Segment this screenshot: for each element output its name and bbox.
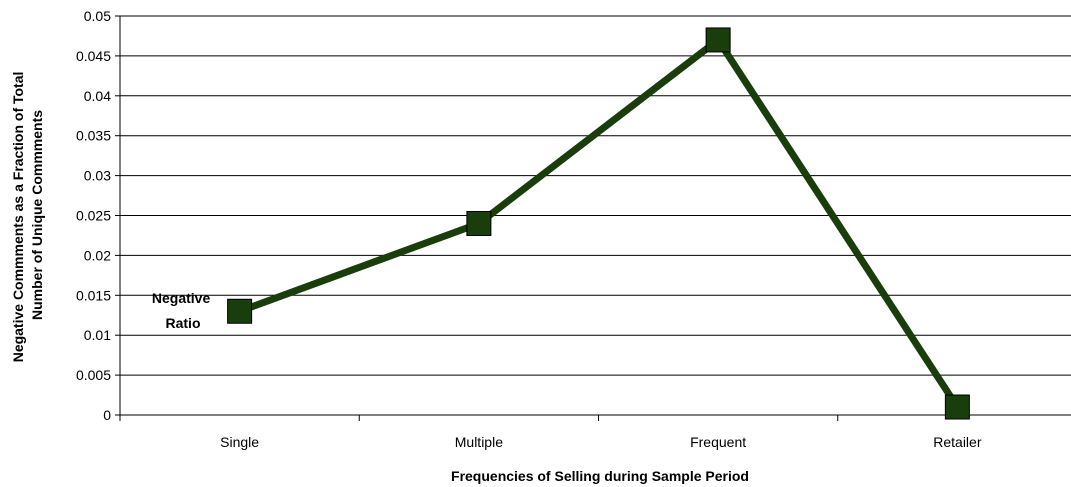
x-tick-label: Retailer [933, 434, 982, 450]
y-tick-label: 0.01 [84, 327, 111, 343]
x-axis-title: Frequencies of Selling during Sample Per… [451, 468, 749, 484]
y-tick-label: 0.05 [84, 8, 111, 24]
series-annotation-line-2: Ratio [166, 315, 201, 331]
series-annotation-line-1: Negative [152, 290, 211, 306]
x-tick-label: Multiple [455, 434, 503, 450]
x-tick-labels: Single Multiple Frequent Retailer [220, 434, 982, 450]
series-annotation: Negative Ratio [152, 290, 214, 331]
y-tick-label: 0.045 [76, 48, 111, 64]
x-tick-label: Frequent [690, 434, 746, 450]
gridlines [120, 15, 1071, 376]
series-line [238, 34, 961, 409]
y-tick-label: 0.005 [76, 367, 111, 383]
data-point-marker [466, 210, 492, 236]
y-tick-label: 0.035 [76, 128, 111, 144]
y-tick-label: 0.04 [84, 88, 111, 104]
y-axis-title: Negative Commments as a Fraction of Tota… [10, 68, 45, 363]
y-axis-title-line-1: Negative Commments as a Fraction of Tota… [10, 72, 26, 363]
axes [115, 15, 1071, 421]
data-point-marker [944, 394, 970, 420]
y-tick-label: 0.03 [84, 168, 111, 184]
y-tick-label: 0.025 [76, 208, 111, 224]
series-group [227, 27, 970, 420]
data-point-marker [227, 298, 253, 324]
data-point-marker [705, 27, 731, 53]
y-tick-label: 0 [103, 407, 111, 423]
y-tick-labels: 0 0.005 0.01 0.015 0.02 0.025 0.03 0.035 0.04 0.0… [76, 8, 111, 423]
x-tick-label: Single [220, 434, 259, 450]
y-axis-title-line-2: Number of Unique Commments [29, 110, 45, 320]
y-tick-label: 0.02 [84, 247, 111, 263]
y-tick-label: 0.015 [76, 287, 111, 303]
